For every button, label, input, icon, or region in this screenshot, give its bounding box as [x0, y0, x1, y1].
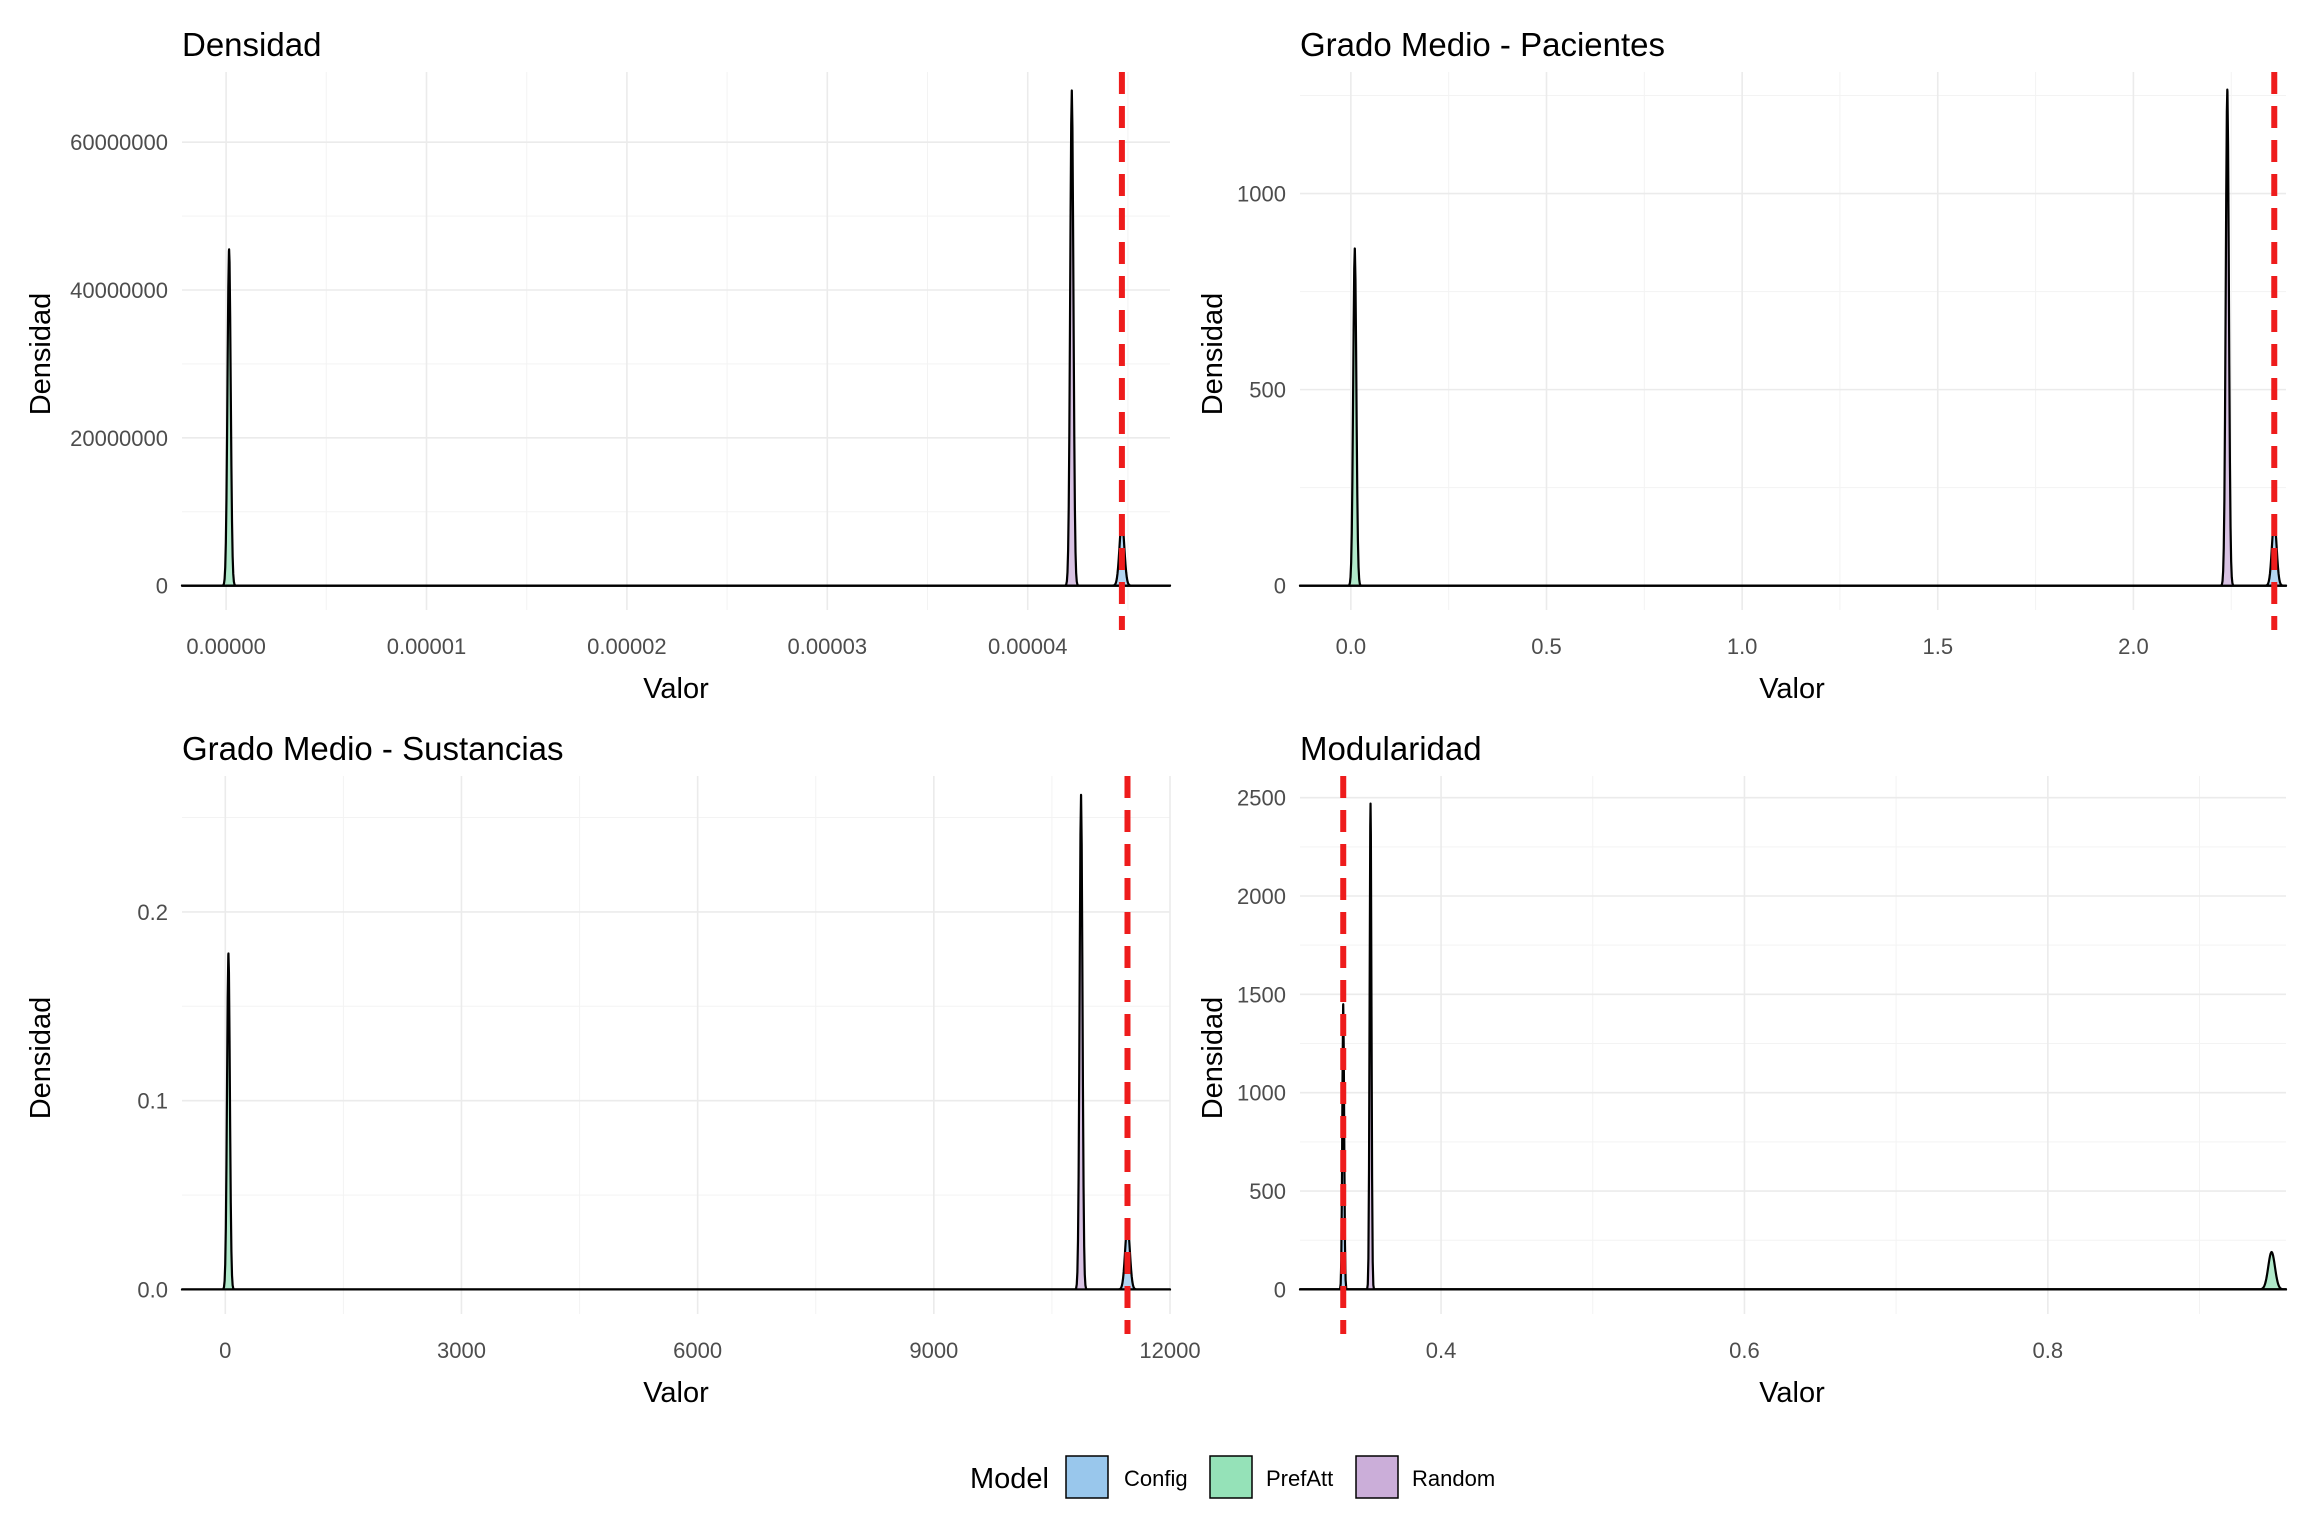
x-tick-label: 0.00003 [788, 634, 868, 659]
x-tick-label: 0.00004 [988, 634, 1068, 659]
legend: Model Config PrefAtt Random [970, 1455, 1495, 1499]
y-tick-label: 0 [1274, 574, 1286, 599]
density-random [180, 89, 1172, 587]
x-tick-label: 12000 [1139, 1338, 1200, 1363]
x-axis-label: Valor [1759, 1377, 1825, 1409]
panel-title: Grado Medio - Sustancias [182, 730, 564, 767]
y-tick-label: 40000000 [70, 278, 168, 303]
y-tick-label: 1500 [1237, 982, 1286, 1007]
legend-label-config: Config [1124, 1466, 1188, 1491]
x-tick-label: 0.00000 [186, 634, 266, 659]
x-tick-label: 0.00002 [587, 634, 667, 659]
y-tick-label: 0 [156, 574, 168, 599]
grid [1300, 72, 2286, 610]
x-tick-label: 0.4 [1426, 1338, 1457, 1363]
density-random [1298, 802, 2288, 1291]
y-tick-label: 1000 [1237, 1081, 1286, 1106]
x-tick-label: 1.5 [1922, 634, 1953, 659]
legend-key-prefatt [1209, 1455, 1253, 1499]
density-random [180, 793, 1172, 1291]
x-tick-label: 9000 [909, 1338, 958, 1363]
x-tick-label: 2.0 [2118, 634, 2149, 659]
x-tick-label: 0.0 [1336, 634, 1367, 659]
y-tick-label: 2000 [1237, 884, 1286, 909]
x-tick-label: 0.8 [2033, 1338, 2064, 1363]
panel-densidad: Densidad Valor Densidad 0.00000 0.00001 0.… [25, 26, 1172, 705]
y-tick-label: 60000000 [70, 130, 168, 155]
panel-grado-medio-sustancias: Grado Medio - Sustancias Valor Densidad … [25, 730, 1201, 1409]
panel-title: Modularidad [1300, 730, 1482, 767]
y-axis-label: Densidad [25, 997, 57, 1120]
panel-title: Grado Medio - Pacientes [1300, 26, 1665, 63]
y-axis-label: Densidad [25, 293, 57, 416]
x-tick-label: 3000 [437, 1338, 486, 1363]
x-axis-label: Valor [1759, 673, 1825, 705]
legend-label-prefatt: PrefAtt [1266, 1466, 1333, 1491]
x-tick-label: 0.00001 [387, 634, 467, 659]
legend-key-random [1355, 1455, 1399, 1499]
x-axis-label: Valor [643, 1377, 709, 1409]
y-tick-label: 0.2 [137, 900, 168, 925]
y-tick-label: 500 [1249, 378, 1286, 403]
x-axis-label: Valor [643, 673, 709, 705]
x-tick-label: 6000 [673, 1338, 722, 1363]
panel-grado-medio-pacientes: Grado Medio - Pacientes Valor Densidad 0… [1197, 26, 2288, 705]
legend-label-random: Random [1412, 1466, 1495, 1491]
panel-modularidad: Modularidad Valor Densidad 0.4 0.6 0.8 0 500… [1197, 730, 2288, 1409]
x-tick-label: 0 [219, 1338, 231, 1363]
x-tick-label: 1.0 [1727, 634, 1758, 659]
y-axis-label: Densidad [1197, 997, 1229, 1120]
y-tick-label: 0.1 [137, 1089, 168, 1114]
density-random [1298, 88, 2288, 587]
legend-key-config [1065, 1455, 1109, 1499]
panel-title: Densidad [182, 26, 321, 63]
x-tick-label: 0.6 [1729, 1338, 1760, 1363]
y-tick-label: 2500 [1237, 786, 1286, 811]
y-tick-label: 500 [1249, 1179, 1286, 1204]
y-tick-label: 1000 [1237, 182, 1286, 207]
y-axis-label: Densidad [1197, 293, 1229, 416]
y-tick-label: 0.0 [137, 1277, 168, 1302]
legend-title: Model [970, 1463, 1049, 1495]
x-tick-label: 0.5 [1531, 634, 1562, 659]
y-tick-label: 0 [1274, 1277, 1286, 1302]
y-tick-label: 20000000 [70, 426, 168, 451]
